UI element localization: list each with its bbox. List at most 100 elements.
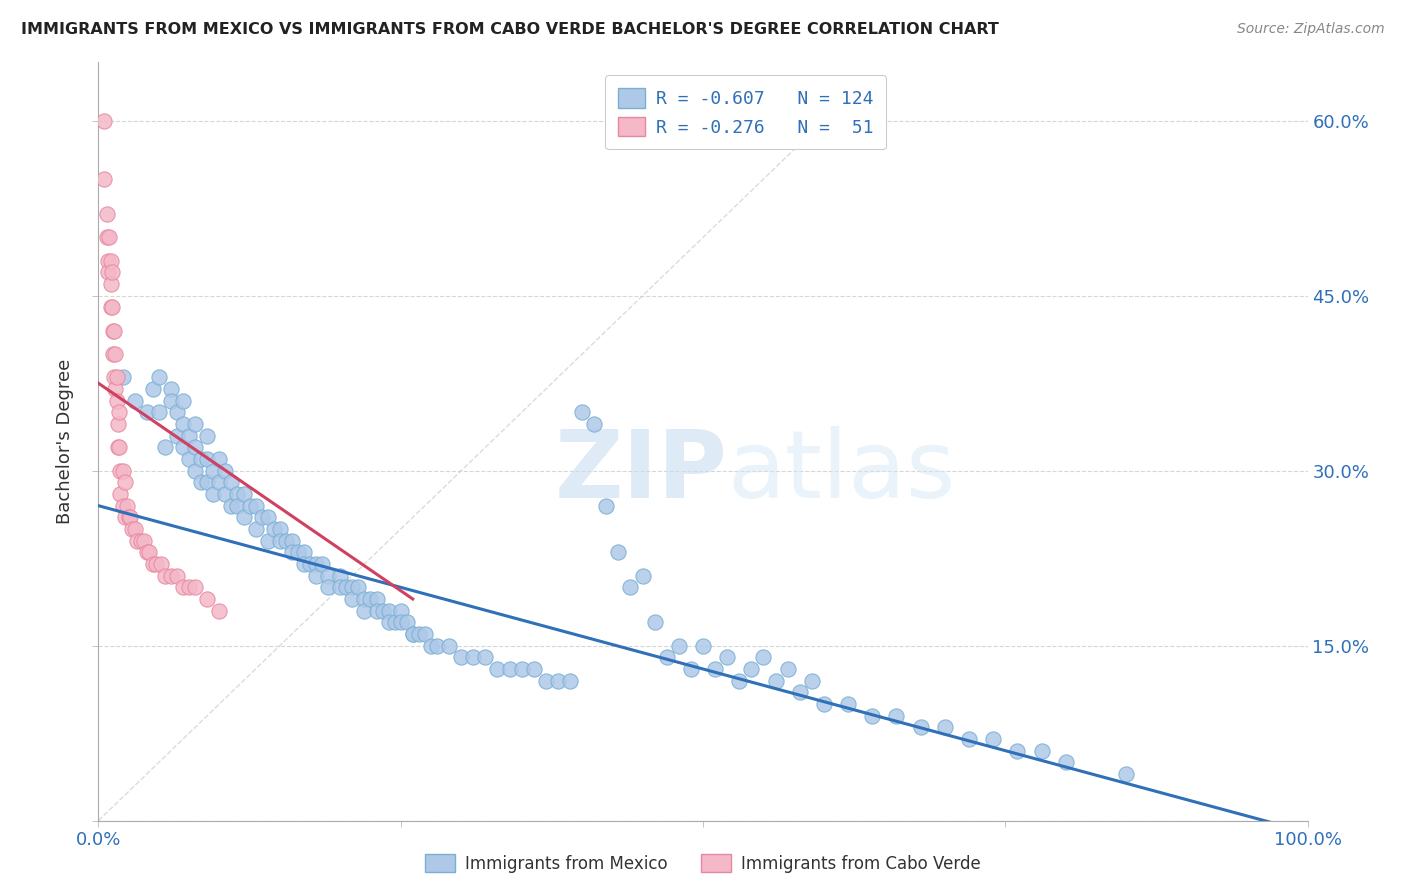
Immigrants from Mexico xyxy=(269,533,291,548)
Immigrants from Cabo Verde xyxy=(96,207,118,221)
Immigrants from Mexico xyxy=(232,487,254,501)
Legend: R = -0.607   N = 124, R = -0.276   N =  51: R = -0.607 N = 124, R = -0.276 N = 51 xyxy=(605,75,886,149)
Immigrants from Cabo Verde xyxy=(111,499,134,513)
Immigrants from Cabo Verde xyxy=(97,265,120,279)
Immigrants from Mexico xyxy=(142,382,165,396)
Immigrants from Cabo Verde xyxy=(104,382,127,396)
Immigrants from Mexico xyxy=(389,604,412,618)
Immigrants from Mexico xyxy=(195,452,218,467)
Immigrants from Mexico xyxy=(221,475,243,490)
Immigrants from Mexico xyxy=(463,650,485,665)
Immigrants from Cabo Verde xyxy=(100,301,122,315)
Immigrants from Mexico xyxy=(153,441,176,455)
Immigrants from Mexico xyxy=(571,405,593,419)
Immigrants from Mexico xyxy=(498,662,520,676)
Immigrants from Mexico xyxy=(957,731,980,746)
Immigrants from Mexico xyxy=(437,639,460,653)
Immigrants from Mexico xyxy=(256,510,278,524)
Immigrants from Mexico xyxy=(1054,756,1077,770)
Immigrants from Cabo Verde xyxy=(107,441,129,455)
Immigrants from Mexico xyxy=(274,533,297,548)
Immigrants from Mexico xyxy=(366,604,388,618)
Immigrants from Mexico xyxy=(269,522,291,536)
Immigrants from Cabo Verde xyxy=(100,265,122,279)
Immigrants from Mexico xyxy=(450,650,472,665)
Immigrants from Mexico xyxy=(329,568,352,582)
Immigrants from Mexico xyxy=(316,580,339,594)
Immigrants from Mexico xyxy=(595,499,617,513)
Immigrants from Cabo Verde xyxy=(103,324,125,338)
Legend: Immigrants from Mexico, Immigrants from Cabo Verde: Immigrants from Mexico, Immigrants from … xyxy=(419,847,987,880)
Immigrants from Mexico xyxy=(395,615,418,630)
Immigrants from Mexico xyxy=(148,370,170,384)
Immigrants from Cabo Verde xyxy=(129,533,152,548)
Immigrants from Cabo Verde xyxy=(127,533,149,548)
Immigrants from Mexico xyxy=(934,720,956,734)
Immigrants from Mexico xyxy=(202,464,225,478)
Immigrants from Cabo Verde xyxy=(114,510,136,524)
Immigrants from Mexico xyxy=(789,685,811,699)
Immigrants from Mexico xyxy=(184,417,207,431)
Immigrants from Cabo Verde xyxy=(100,253,122,268)
Immigrants from Mexico xyxy=(776,662,799,676)
Immigrants from Mexico xyxy=(305,557,328,571)
Immigrants from Mexico xyxy=(311,557,333,571)
Immigrants from Mexico xyxy=(668,639,690,653)
Immigrants from Cabo Verde xyxy=(124,522,146,536)
Immigrants from Mexico xyxy=(420,639,443,653)
Immigrants from Cabo Verde xyxy=(134,533,156,548)
Immigrants from Cabo Verde xyxy=(118,510,141,524)
Immigrants from Mexico xyxy=(111,370,134,384)
Immigrants from Mexico xyxy=(172,417,194,431)
Immigrants from Cabo Verde xyxy=(150,557,173,571)
Immigrants from Mexico xyxy=(214,464,236,478)
Immigrants from Mexico xyxy=(166,428,188,442)
Immigrants from Mexico xyxy=(245,522,267,536)
Immigrants from Cabo Verde xyxy=(195,592,218,607)
Immigrants from Mexico xyxy=(704,662,727,676)
Immigrants from Mexico xyxy=(202,487,225,501)
Immigrants from Mexico xyxy=(214,487,236,501)
Immigrants from Cabo Verde xyxy=(117,499,139,513)
Immigrants from Mexico xyxy=(981,731,1004,746)
Immigrants from Mexico xyxy=(135,405,157,419)
Immigrants from Mexico xyxy=(716,650,738,665)
Immigrants from Cabo Verde xyxy=(105,370,128,384)
Immigrants from Mexico xyxy=(558,673,581,688)
Immigrants from Mexico xyxy=(160,382,183,396)
Immigrants from Mexico xyxy=(728,673,751,688)
Immigrants from Mexico xyxy=(408,627,430,641)
Immigrants from Mexico xyxy=(860,708,883,723)
Immigrants from Mexico xyxy=(1115,767,1137,781)
Immigrants from Cabo Verde xyxy=(100,277,122,291)
Immigrants from Mexico xyxy=(353,592,375,607)
Immigrants from Cabo Verde xyxy=(121,522,143,536)
Immigrants from Mexico xyxy=(281,545,304,559)
Immigrants from Mexico xyxy=(184,441,207,455)
Immigrants from Mexico xyxy=(752,650,775,665)
Immigrants from Mexico xyxy=(366,592,388,607)
Immigrants from Mexico xyxy=(607,545,630,559)
Text: ZIP: ZIP xyxy=(554,425,727,518)
Immigrants from Mexico xyxy=(389,615,412,630)
Immigrants from Cabo Verde xyxy=(118,510,141,524)
Immigrants from Mexico xyxy=(239,499,262,513)
Immigrants from Cabo Verde xyxy=(135,545,157,559)
Immigrants from Mexico xyxy=(195,475,218,490)
Immigrants from Mexico xyxy=(208,475,231,490)
Immigrants from Mexico xyxy=(208,452,231,467)
Immigrants from Mexico xyxy=(263,522,285,536)
Immigrants from Mexico xyxy=(910,720,932,734)
Immigrants from Mexico xyxy=(342,580,364,594)
Immigrants from Mexico xyxy=(692,639,714,653)
Immigrants from Mexico xyxy=(765,673,787,688)
Immigrants from Mexico xyxy=(221,499,243,513)
Immigrants from Cabo Verde xyxy=(138,545,160,559)
Immigrants from Cabo Verde xyxy=(103,370,125,384)
Immigrants from Mexico xyxy=(195,428,218,442)
Immigrants from Mexico xyxy=(813,697,835,711)
Immigrants from Cabo Verde xyxy=(108,441,131,455)
Immigrants from Mexico xyxy=(474,650,496,665)
Immigrants from Cabo Verde xyxy=(208,604,231,618)
Immigrants from Mexico xyxy=(426,639,449,653)
